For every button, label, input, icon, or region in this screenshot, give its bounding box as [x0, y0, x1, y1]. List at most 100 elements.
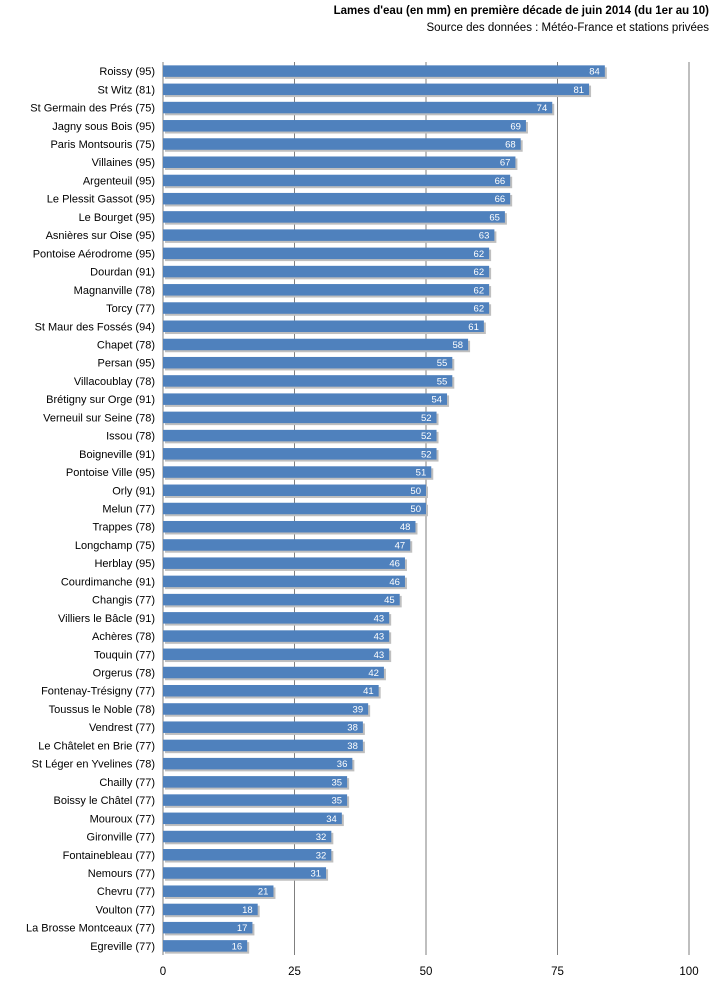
- category-label: Dourdan (91): [90, 267, 155, 279]
- bar: [163, 448, 437, 460]
- category-label: Roissy (95): [99, 66, 155, 78]
- category-label: Voulton (77): [96, 904, 155, 916]
- value-label: 58: [453, 340, 464, 351]
- bar: [163, 101, 553, 114]
- value-label: 31: [310, 868, 321, 879]
- bar: [163, 757, 353, 770]
- category-label: St Witz (81): [98, 84, 155, 96]
- category-label: St Germain des Prés (75): [30, 103, 155, 115]
- bar: [163, 885, 274, 897]
- bar: [163, 776, 348, 788]
- bar: [163, 247, 490, 260]
- bar: [163, 411, 437, 424]
- category-label: Brétigny sur Orge (91): [46, 394, 155, 406]
- value-label: 81: [573, 85, 584, 96]
- category-label: Boissy le Châtel (77): [54, 795, 156, 807]
- bar: [163, 903, 258, 916]
- bar: [163, 794, 348, 806]
- chart-title: Lames d'eau (en mm) en première décade d…: [333, 5, 709, 17]
- value-label: 68: [505, 140, 516, 151]
- category-label: Touquin (77): [94, 649, 155, 661]
- bar: [163, 338, 469, 351]
- bar: [163, 666, 384, 679]
- value-label: 62: [474, 267, 485, 278]
- value-label: 54: [431, 395, 442, 406]
- bar: [163, 393, 448, 405]
- category-label: Changis (77): [92, 595, 155, 607]
- category-label: Torcy (77): [106, 303, 155, 315]
- category-label: Pontoise Ville (95): [66, 467, 155, 479]
- bar: [163, 284, 490, 296]
- category-label: Fontenay-Trésigny (77): [41, 686, 155, 698]
- category-label: Le Plessit Gassot (95): [47, 194, 155, 206]
- category-label: Magnanville (78): [74, 285, 155, 297]
- value-label: 61: [468, 322, 479, 333]
- value-label: 32: [316, 832, 327, 843]
- chart-subtitle: Source des données : Météo-France et sta…: [426, 22, 709, 34]
- x-tick-label: 75: [551, 966, 564, 978]
- value-label: 38: [347, 741, 358, 752]
- category-label: Herblay (95): [94, 558, 155, 570]
- bar: [163, 612, 390, 624]
- bar: [163, 375, 453, 387]
- bar: [163, 940, 248, 952]
- category-label: Courdimanche (91): [61, 576, 155, 588]
- category-label: Nemours (77): [88, 868, 155, 880]
- value-label: 41: [363, 686, 374, 697]
- value-label: 74: [537, 103, 548, 114]
- category-label: Le Bourget (95): [79, 212, 155, 224]
- bar: [163, 721, 363, 733]
- value-label: 38: [347, 723, 358, 734]
- category-label: Boigneville (91): [79, 449, 155, 461]
- value-label: 66: [495, 194, 506, 205]
- value-label: 46: [389, 577, 400, 588]
- category-label: La Brosse Montceaux (77): [26, 923, 155, 935]
- value-label: 39: [353, 704, 364, 715]
- category-label: Villacoublay (78): [74, 376, 155, 388]
- bar: [163, 429, 437, 442]
- x-tick-label: 100: [679, 966, 698, 978]
- value-label: 35: [332, 777, 343, 788]
- bar: [163, 575, 405, 588]
- value-label: 43: [374, 613, 385, 624]
- category-label: Melun (77): [102, 504, 155, 516]
- value-label: 55: [437, 376, 448, 387]
- value-label: 62: [474, 304, 485, 315]
- category-label: Vendrest (77): [89, 722, 155, 734]
- category-label: Toussus le Noble (78): [49, 704, 155, 716]
- value-label: 66: [495, 176, 506, 187]
- bar: [163, 466, 432, 478]
- category-label: Fontainebleau (77): [63, 850, 155, 862]
- bar: [163, 65, 605, 77]
- bar: [163, 830, 332, 843]
- category-label: Le Châtelet en Brie (77): [38, 740, 155, 752]
- bar: [163, 83, 590, 96]
- bar: [163, 921, 253, 934]
- bar: [163, 867, 327, 879]
- category-label: Achères (78): [92, 631, 155, 643]
- bar: [163, 557, 405, 569]
- category-label: St Léger en Yvelines (78): [32, 759, 155, 771]
- category-label: Chevru (77): [97, 886, 155, 898]
- bar: [163, 211, 505, 223]
- category-label: St Maur des Fossés (94): [35, 321, 155, 333]
- category-label: Pontoise Aérodrome (95): [33, 248, 155, 260]
- category-label: Villaines (95): [92, 157, 155, 169]
- value-label: 35: [332, 796, 343, 807]
- category-label: Jagny sous Bois (95): [52, 121, 155, 133]
- category-label: Villiers le Bâcle (91): [58, 613, 155, 625]
- category-label: Egreville (77): [90, 941, 155, 953]
- category-label: Asnières sur Oise (95): [46, 230, 155, 242]
- category-label: Verneuil sur Seine (78): [43, 412, 155, 424]
- bar: [163, 739, 363, 752]
- category-label: Issou (78): [106, 431, 155, 443]
- value-label: 18: [242, 905, 253, 916]
- value-label: 32: [316, 850, 327, 861]
- value-label: 69: [510, 121, 521, 132]
- value-label: 62: [474, 249, 485, 260]
- bar: [163, 156, 516, 168]
- category-label: Chailly (77): [99, 777, 155, 789]
- value-label: 67: [500, 158, 511, 169]
- bar: [163, 356, 453, 369]
- category-label: Mouroux (77): [90, 813, 155, 825]
